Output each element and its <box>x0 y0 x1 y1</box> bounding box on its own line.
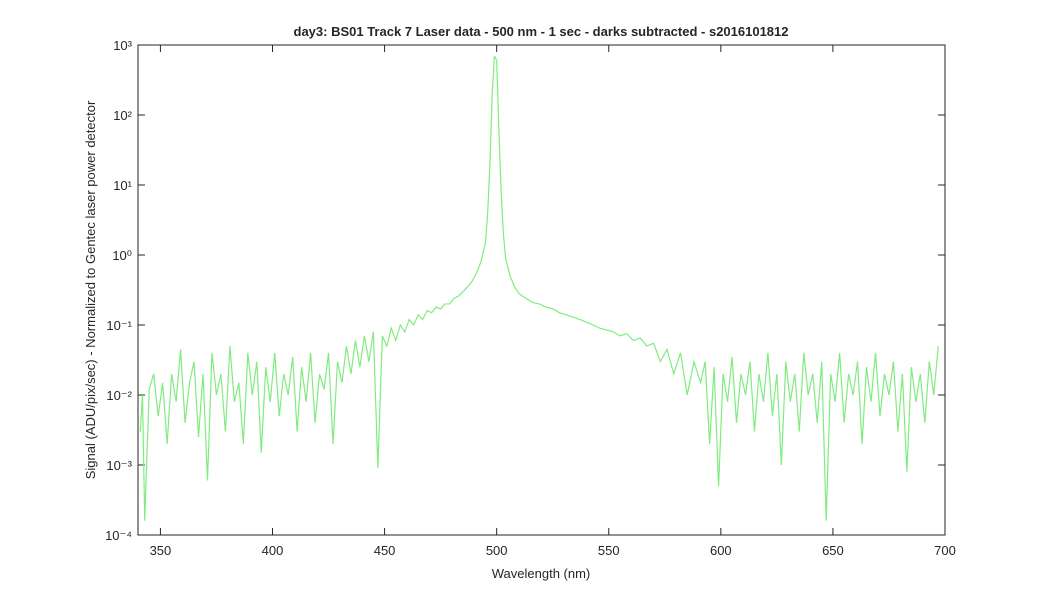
x-tick-label: 400 <box>262 543 284 558</box>
y-tick-label: 10² <box>113 108 132 123</box>
x-tick-label: 550 <box>598 543 620 558</box>
y-tick-label: 10⁻⁴ <box>105 528 132 543</box>
x-tick-label: 500 <box>486 543 508 558</box>
x-axis-label: Wavelength (nm) <box>492 566 591 581</box>
x-tick-label: 700 <box>934 543 956 558</box>
y-tick-label: 10¹ <box>113 178 132 193</box>
y-tick-label: 10⁻³ <box>106 458 132 473</box>
y-tick-label: 10⁻¹ <box>106 318 132 333</box>
y-tick-label: 10⁻² <box>106 388 132 403</box>
x-tick-label: 650 <box>822 543 844 558</box>
y-tick-label: 10³ <box>113 38 132 53</box>
x-tick-label: 450 <box>374 543 396 558</box>
y-tick-label: 10⁰ <box>112 248 132 263</box>
chart-title: day3: BS01 Track 7 Laser data - 500 nm -… <box>294 24 789 39</box>
plot-frame <box>137 44 946 536</box>
y-axis-label: Signal (ADU/pix/sec) - Normalized to Gen… <box>83 100 98 479</box>
data-line <box>139 55 939 521</box>
x-tick-label: 600 <box>710 543 732 558</box>
x-tick-label: 350 <box>150 543 172 558</box>
